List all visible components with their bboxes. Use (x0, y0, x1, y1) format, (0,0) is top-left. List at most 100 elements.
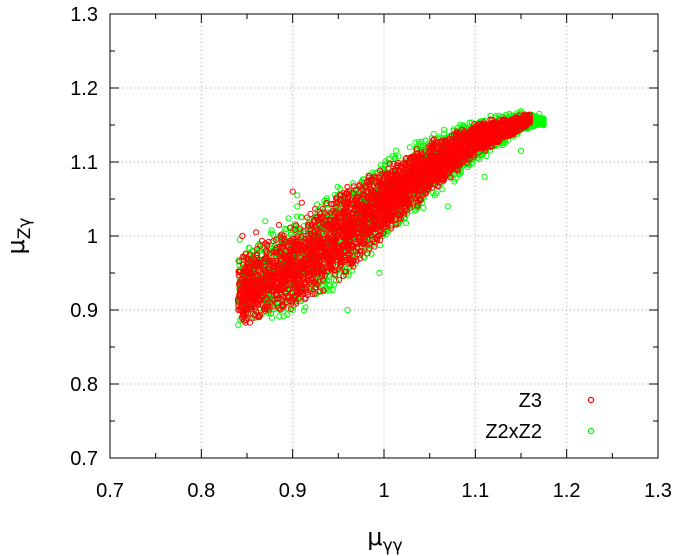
data-point-z2xz2 (530, 123, 538, 130)
data-point-z3 (317, 288, 324, 295)
data-point-z2xz2 (332, 277, 340, 284)
data-point-z3 (377, 167, 384, 174)
data-point-z2xz2 (536, 110, 543, 118)
data-point-z3 (341, 241, 348, 248)
data-point-z2xz2 (336, 185, 343, 192)
data-point-z3 (332, 208, 339, 215)
data-point-z3 (388, 225, 395, 232)
data-point-z3 (287, 305, 294, 313)
data-point-z2xz2 (481, 173, 488, 180)
data-point-z3 (253, 245, 261, 253)
data-point-z3 (320, 287, 327, 294)
data-point-z2xz2 (235, 257, 242, 264)
data-point-z2xz2 (457, 167, 464, 175)
data-point-z2xz2 (326, 286, 333, 293)
data-point-z3 (239, 253, 246, 260)
data-point-z3 (273, 236, 280, 243)
data-point-z3 (317, 225, 324, 232)
data-point-z3 (304, 248, 311, 255)
data-point-z2xz2 (377, 242, 384, 249)
data-point-z2xz2 (262, 218, 269, 225)
data-point-z2xz2 (412, 139, 419, 146)
data-point-z3 (429, 184, 436, 191)
data-point-z2xz2 (431, 192, 438, 199)
data-point-z3 (236, 269, 243, 276)
data-point-z2xz2 (415, 138, 422, 145)
data-point-z2xz2 (406, 144, 413, 151)
data-point-z2xz2 (235, 322, 242, 329)
data-point-z2xz2 (245, 244, 253, 251)
data-point-z2xz2 (540, 115, 547, 123)
data-point-z3 (270, 303, 277, 310)
data-point-z3 (239, 272, 246, 279)
data-point-z3 (299, 239, 306, 246)
data-point-z3 (288, 245, 295, 252)
data-point-z2xz2 (441, 126, 448, 133)
data-point-z2xz2 (361, 254, 368, 261)
data-point-z2xz2 (294, 192, 301, 199)
data-point-z3 (263, 249, 270, 256)
data-point-z2xz2 (395, 221, 402, 228)
data-point-z2xz2 (517, 147, 525, 154)
data-point-z3 (364, 250, 371, 257)
data-point-z3 (375, 174, 382, 181)
data-point-z2xz2 (294, 203, 301, 210)
data-point-z3 (287, 224, 294, 231)
data-point-z3 (459, 126, 466, 133)
data-point-z2xz2 (418, 138, 425, 145)
data-point-z2xz2 (391, 155, 398, 162)
data-point-z2xz2 (344, 306, 351, 314)
data-point-z3 (358, 185, 365, 192)
data-point-z3 (474, 121, 481, 129)
data-point-z2xz2 (276, 313, 283, 320)
data-point-z2xz2 (284, 311, 291, 318)
data-point-z2xz2 (540, 121, 547, 129)
data-point-z3 (414, 202, 421, 209)
data-point-z2xz2 (393, 147, 400, 154)
data-point-z2xz2 (535, 117, 542, 125)
data-point-z2xz2 (420, 204, 427, 212)
data-point-z2xz2 (257, 247, 264, 254)
data-point-z3 (304, 223, 312, 230)
data-point-z2xz2 (329, 286, 336, 294)
data-points (234, 108, 547, 329)
data-point-z2xz2 (285, 215, 292, 222)
data-point-z3 (421, 148, 429, 155)
data-point-z2xz2 (451, 178, 458, 185)
data-point-z2xz2 (444, 203, 451, 210)
data-point-z2xz2 (293, 225, 300, 232)
data-point-z2xz2 (376, 269, 383, 277)
data-point-z3 (285, 294, 292, 301)
data-point-z3 (367, 240, 374, 247)
data-point-z2xz2 (268, 314, 275, 321)
data-point-z2xz2 (280, 313, 287, 320)
data-point-z3 (350, 183, 357, 190)
data-point-z2xz2 (487, 112, 494, 120)
data-point-z3 (371, 243, 378, 250)
data-point-z3 (336, 276, 343, 283)
data-point-z3 (290, 245, 297, 252)
data-point-z2xz2 (268, 227, 275, 234)
data-point-z2xz2 (236, 236, 243, 243)
data-point-z3 (277, 256, 284, 263)
data-point-z3 (235, 272, 242, 279)
data-point-z3 (280, 232, 287, 239)
data-point-z2xz2 (302, 304, 309, 311)
data-point-z3 (304, 214, 311, 221)
series-z3 (234, 111, 534, 326)
data-point-z3 (243, 250, 250, 257)
data-point-z2xz2 (440, 130, 448, 137)
data-point-z3 (312, 284, 319, 291)
data-point-z3 (366, 241, 373, 248)
data-point-z3 (300, 228, 307, 235)
data-point-z3 (266, 250, 273, 257)
data-point-z3 (276, 248, 283, 255)
grid-lines (110, 14, 658, 458)
data-point-z3 (413, 146, 420, 153)
data-point-z2xz2 (422, 137, 429, 144)
data-point-z2xz2 (300, 307, 307, 314)
data-point-z2xz2 (350, 180, 357, 187)
data-point-z3 (278, 240, 285, 247)
data-point-z2xz2 (368, 250, 375, 257)
